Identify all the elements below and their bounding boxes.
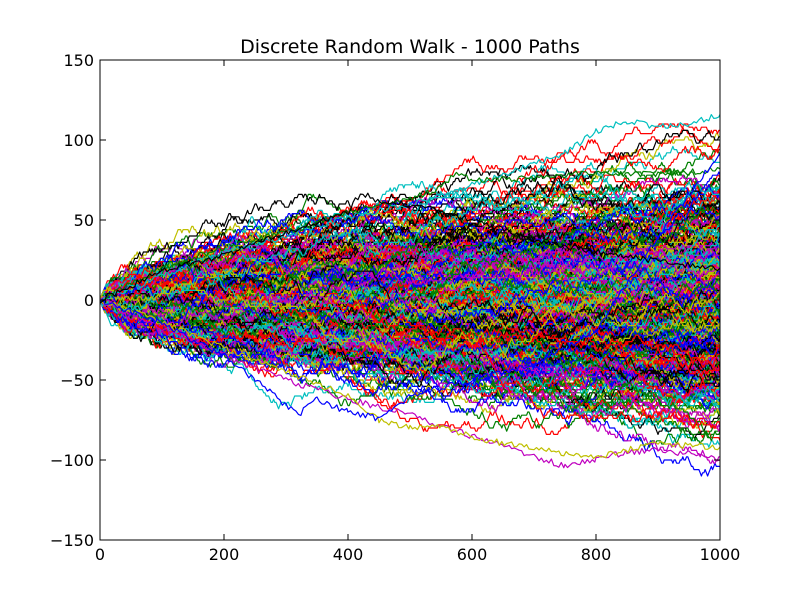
y-tick-label: −150 xyxy=(50,531,94,550)
x-tick-label: 1000 xyxy=(700,545,741,564)
x-tick-label: 400 xyxy=(333,545,364,564)
x-tick-label: 200 xyxy=(209,545,240,564)
y-tick-label: 0 xyxy=(84,291,94,310)
chart-title: Discrete Random Walk - 1000 Paths xyxy=(240,36,580,58)
x-tick-label: 600 xyxy=(457,545,488,564)
x-tick-label: 800 xyxy=(581,545,612,564)
random-walk-paths xyxy=(100,114,720,476)
y-tick-label: 100 xyxy=(63,131,94,150)
x-tick-label: 0 xyxy=(95,545,105,564)
y-tick-label: −50 xyxy=(60,371,94,390)
y-tick-label: 50 xyxy=(74,211,94,230)
y-tick-label: 150 xyxy=(63,51,94,70)
y-tick-label: −100 xyxy=(50,451,94,470)
